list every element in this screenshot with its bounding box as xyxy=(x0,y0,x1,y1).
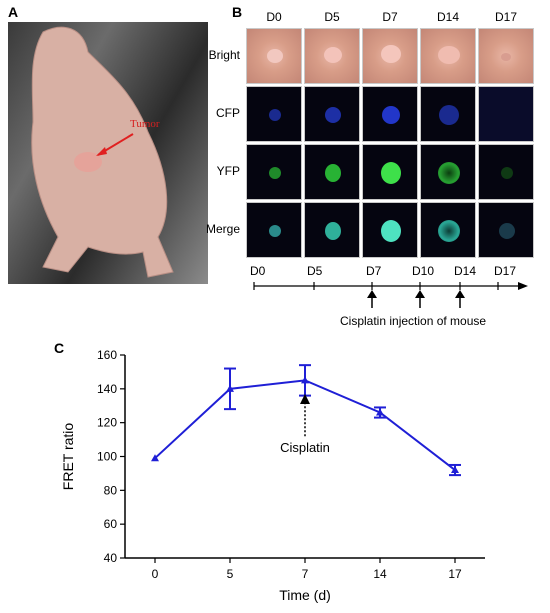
image-merge-d5 xyxy=(304,202,360,258)
tumor-label: Tumor xyxy=(130,118,160,130)
timeline-label-d7: D7 xyxy=(366,264,382,278)
row-label-bright: Bright xyxy=(208,48,240,62)
y-tick-label: 60 xyxy=(104,517,118,531)
x-tick-label: 7 xyxy=(302,567,309,581)
timeline-label-d17: D17 xyxy=(494,264,517,278)
image-merge-d7 xyxy=(362,202,418,258)
y-tick-label: 140 xyxy=(97,382,117,396)
col-label-d0: D0 xyxy=(266,10,282,24)
panel-a-letter: A xyxy=(8,4,19,20)
cisplatin-injection-note: Cisplatin injection of mouse xyxy=(340,314,487,328)
y-axis-title: FRET ratio xyxy=(60,423,76,491)
image-cfp-d5 xyxy=(304,86,360,142)
image-merge-d14 xyxy=(420,202,476,258)
x-axis-title: Time (d) xyxy=(279,587,331,603)
panel-b-letter: B xyxy=(232,4,243,20)
row-label-yfp: YFP xyxy=(216,164,240,178)
data-point xyxy=(301,376,309,384)
image-bright-d0 xyxy=(246,28,302,84)
panel-c-letter: C xyxy=(54,340,65,356)
col-label-d7: D7 xyxy=(382,10,398,24)
data-point xyxy=(451,466,459,474)
image-yfp-d17 xyxy=(478,144,534,200)
data-point xyxy=(226,384,234,392)
data-point xyxy=(151,454,159,462)
col-label-d14: D14 xyxy=(436,10,459,24)
image-cfp-d0 xyxy=(246,86,302,142)
image-yfp-d5 xyxy=(304,144,360,200)
image-yfp-d0 xyxy=(246,144,302,200)
image-merge-d0 xyxy=(246,202,302,258)
image-cfp-d14 xyxy=(420,86,476,142)
mouse-photo: Tumor xyxy=(8,22,208,284)
image-bright-d7 xyxy=(362,28,418,84)
col-label-d5: D5 xyxy=(324,10,340,24)
timeline-label-d10: D10 xyxy=(412,264,435,278)
y-tick-label: 40 xyxy=(104,551,118,565)
data-point xyxy=(376,408,384,416)
timeline-axis xyxy=(253,282,528,308)
x-tick-label: 0 xyxy=(152,567,159,581)
timeline-label-d5: D5 xyxy=(307,264,323,278)
image-yfp-d7 xyxy=(362,144,418,200)
image-bright-d14 xyxy=(420,28,476,84)
mouse-illustration xyxy=(31,26,174,278)
image-merge-d17 xyxy=(478,202,534,258)
image-bright-d5 xyxy=(304,28,360,84)
y-tick-label: 80 xyxy=(104,483,118,497)
timeline-label-d14: D14 xyxy=(454,264,477,278)
image-cfp-d17 xyxy=(478,86,534,142)
image-yfp-d14 xyxy=(420,144,476,200)
x-tick-label: 17 xyxy=(448,567,462,581)
col-label-d17: D17 xyxy=(494,10,517,24)
image-bright-d17 xyxy=(478,28,534,84)
x-tick-label: 14 xyxy=(373,567,387,581)
row-label-cfp: CFP xyxy=(216,106,240,120)
timeline-label-d0: D0 xyxy=(250,264,266,278)
y-tick-label: 100 xyxy=(97,450,117,464)
fret-ratio-chart: 40 60 80 100 120 140 160 0 5 7 14 17 FRET ratio Time … xyxy=(60,348,485,603)
annotation-label: Cisplatin xyxy=(280,440,330,455)
y-tick-label: 160 xyxy=(97,348,117,362)
annotation-arrow-head xyxy=(300,393,310,405)
image-cfp-d7 xyxy=(362,86,418,142)
row-label-merge: Merge xyxy=(205,222,240,236)
y-tick-label: 120 xyxy=(97,416,117,430)
x-tick-label: 5 xyxy=(227,567,234,581)
